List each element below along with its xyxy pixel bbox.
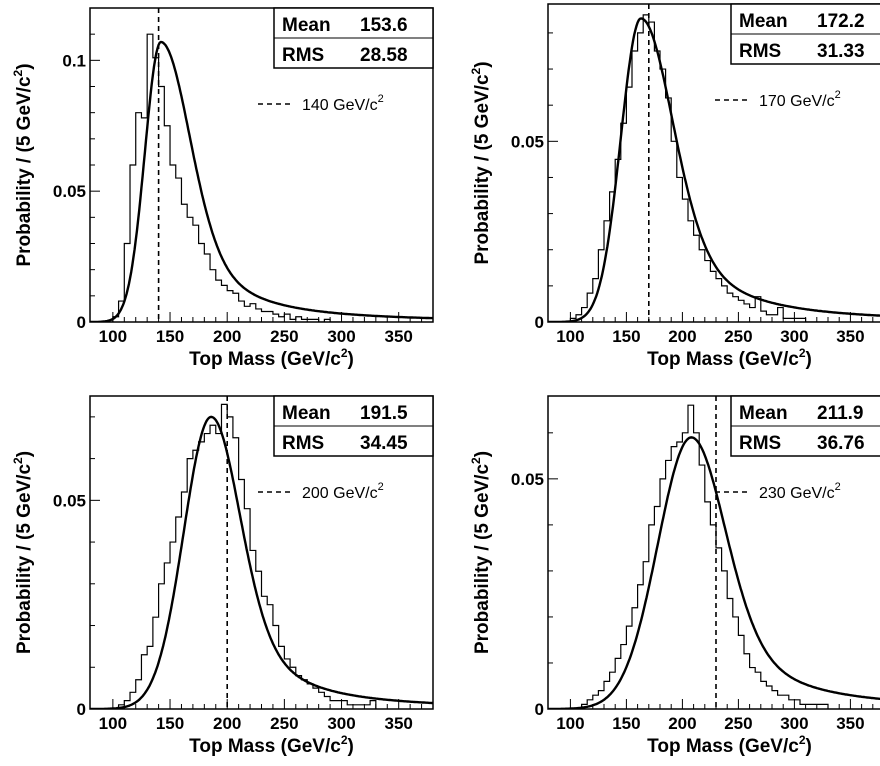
plot-area xyxy=(548,14,880,322)
x-tick-label: 350 xyxy=(836,327,864,346)
x-tick-label: 100 xyxy=(99,714,127,733)
plot-area xyxy=(90,33,433,322)
x-axis-title: Top Mass (GeV/c2) xyxy=(189,733,354,757)
stats-rms-value: 31.33 xyxy=(817,41,865,62)
y-tick-label: 0 xyxy=(77,313,86,332)
x-tick-label: 350 xyxy=(836,714,864,733)
fit-curve xyxy=(90,415,433,709)
x-tick-label: 300 xyxy=(780,714,808,733)
histogram xyxy=(564,404,829,709)
panel-4: 100 150 200 250 300 350 0 0.05 Top Mass (GeV/c2)… xyxy=(469,395,880,757)
fit-curve xyxy=(90,40,433,322)
panel-3: 100 150 200 250 300 350 0 0.05 Top Mass (GeV/c2)… xyxy=(11,395,434,757)
stats-rms-value: 28.58 xyxy=(360,45,408,66)
stats-rms-value: 36.76 xyxy=(817,433,865,454)
y-axis-title: Probability / (5 GeV/c2) xyxy=(469,451,493,654)
histogram xyxy=(107,403,377,709)
x-tick-label: 250 xyxy=(270,327,298,346)
x-tick-label: 150 xyxy=(156,327,184,346)
stats-rms-value: 34.45 xyxy=(360,433,408,454)
stats-rms-label: RMS xyxy=(739,41,781,62)
stats-mean-label: Mean xyxy=(739,11,788,32)
fit-curve xyxy=(548,436,880,709)
x-tick-label: 200 xyxy=(668,327,696,346)
panel-1: 100 150 200 250 300 350 0 0.05 0.1 Top Mass (GeV/… xyxy=(11,7,434,370)
stats-rms-label: RMS xyxy=(282,45,324,66)
plot-area xyxy=(90,403,433,709)
stats-mean-label: Mean xyxy=(739,403,788,424)
x-axis-title: Top Mass (GeV/c2) xyxy=(647,346,812,370)
stats-rms-label: RMS xyxy=(282,433,324,454)
x-tick-label: 300 xyxy=(780,327,808,346)
y-tick-label: 0.1 xyxy=(62,51,86,70)
y-axis-title: Probability / (5 GeV/c2) xyxy=(11,451,35,654)
y-tick-label: 0.05 xyxy=(53,182,86,201)
legend-label: 230 GeV/c2 xyxy=(759,481,841,502)
x-tick-label: 300 xyxy=(327,327,355,346)
stats-mean-label: Mean xyxy=(282,403,331,424)
y-tick-label: 0.05 xyxy=(511,132,544,151)
y-axis-title: Probability / (5 GeV/c2) xyxy=(469,61,493,264)
x-axis-title: Top Mass (GeV/c2) xyxy=(189,346,354,370)
y-tick-label: 0 xyxy=(535,700,544,719)
y-axis-title: Probability / (5 GeV/c2) xyxy=(11,63,35,266)
x-tick-label: 100 xyxy=(99,327,127,346)
x-tick-label: 350 xyxy=(385,327,413,346)
x-tick-label: 150 xyxy=(612,714,640,733)
x-tick-label: 250 xyxy=(270,714,298,733)
histogram xyxy=(107,33,376,322)
legend-label: 170 GeV/c2 xyxy=(759,89,841,110)
legend-label: 200 GeV/c2 xyxy=(302,481,384,502)
fit-curve xyxy=(548,17,880,322)
y-tick-label: 0.05 xyxy=(53,491,86,510)
x-tick-label: 200 xyxy=(213,714,241,733)
stats-mean-value: 191.5 xyxy=(360,403,408,424)
stats-mean-value: 211.9 xyxy=(817,403,864,424)
stats-mean-value: 153.6 xyxy=(360,15,408,36)
panel-2: 100 150 200 250 300 350 0 0.05 Top Mass (GeV/c2)… xyxy=(469,3,880,370)
x-tick-label: 100 xyxy=(556,327,584,346)
stats-rms-label: RMS xyxy=(739,433,781,454)
stats-mean-label: Mean xyxy=(282,15,331,36)
y-tick-label: 0 xyxy=(77,700,86,719)
legend-label: 140 GeV/c2 xyxy=(302,93,384,114)
histogram xyxy=(564,14,828,322)
x-axis-title: Top Mass (GeV/c2) xyxy=(647,733,812,757)
x-tick-label: 150 xyxy=(156,714,184,733)
x-tick-label: 150 xyxy=(612,327,640,346)
y-tick-label: 0.05 xyxy=(511,470,544,489)
x-tick-label: 100 xyxy=(556,714,584,733)
y-tick-label: 0 xyxy=(535,313,544,332)
x-tick-label: 250 xyxy=(724,714,752,733)
x-tick-label: 250 xyxy=(724,327,752,346)
stats-mean-value: 172.2 xyxy=(817,11,865,32)
x-tick-label: 200 xyxy=(213,327,241,346)
x-tick-label: 200 xyxy=(668,714,696,733)
x-tick-label: 350 xyxy=(385,714,413,733)
x-tick-label: 300 xyxy=(327,714,355,733)
